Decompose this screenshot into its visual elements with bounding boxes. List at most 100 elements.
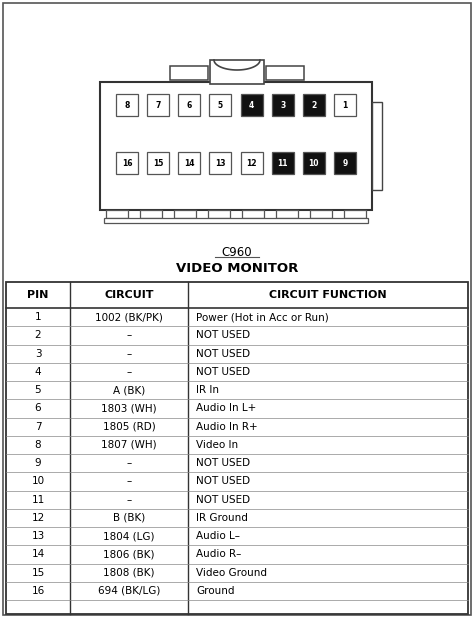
Text: –: – [127,476,132,486]
Bar [310,210,332,218]
Text: PIN: PIN [27,290,49,300]
Bar [147,94,169,116]
Text: –: – [127,349,132,358]
Bar [241,152,263,174]
Text: 15: 15 [153,158,164,167]
Bar [104,218,368,223]
Text: 6: 6 [187,101,192,109]
Text: IR In: IR In [196,385,219,395]
Text: 2: 2 [311,101,317,109]
Text: 5: 5 [35,385,41,395]
Text: VIDEO MONITOR: VIDEO MONITOR [176,261,298,274]
Text: 7: 7 [35,421,41,431]
Bar [276,210,298,218]
Text: Audio In L+: Audio In L+ [196,404,256,413]
Text: Video Ground: Video Ground [196,567,267,578]
Text: 1: 1 [342,101,347,109]
Text: Audio In R+: Audio In R+ [196,421,258,431]
Text: 9: 9 [342,158,347,167]
Text: 1804 (LG): 1804 (LG) [103,531,155,541]
Text: 10: 10 [309,158,319,167]
Text: B (BK): B (BK) [113,513,145,523]
Text: 6: 6 [35,404,41,413]
Text: 5: 5 [218,101,223,109]
Text: NOT USED: NOT USED [196,367,250,377]
Bar [6,282,468,614]
Text: A (BK): A (BK) [113,385,145,395]
Text: Audio R–: Audio R– [196,549,241,559]
Bar [272,152,294,174]
Text: Audio L–: Audio L– [196,531,240,541]
Text: 8: 8 [124,101,130,109]
Bar [170,66,208,80]
Bar [334,152,356,174]
Text: Ground: Ground [196,586,235,596]
Bar [147,152,169,174]
Bar [242,210,264,218]
Bar [116,94,138,116]
Text: 11: 11 [277,158,288,167]
Bar [208,210,230,218]
Bar [210,94,231,116]
Text: 3: 3 [280,101,285,109]
Bar [210,152,231,174]
Text: 16: 16 [122,158,132,167]
Text: –: – [127,331,132,341]
Bar [303,152,325,174]
Text: 1807 (WH): 1807 (WH) [101,440,157,450]
Text: 1808 (BK): 1808 (BK) [103,567,155,578]
Text: NOT USED: NOT USED [196,331,250,341]
Bar [266,66,304,80]
Text: CIRCUIT: CIRCUIT [104,290,154,300]
Text: C960: C960 [222,245,252,258]
Text: 16: 16 [31,586,45,596]
Text: 1805 (RD): 1805 (RD) [103,421,155,431]
Bar [100,82,372,210]
Text: 1002 (BK/PK): 1002 (BK/PK) [95,312,163,322]
Bar [174,210,196,218]
Bar [372,102,382,190]
Text: 1806 (BK): 1806 (BK) [103,549,155,559]
Text: NOT USED: NOT USED [196,458,250,468]
Text: 8: 8 [35,440,41,450]
Bar [334,94,356,116]
Text: 13: 13 [215,158,226,167]
Bar [241,94,263,116]
Bar [178,94,201,116]
Bar [210,60,264,84]
Text: 14: 14 [31,549,45,559]
Text: 3: 3 [35,349,41,358]
Text: 14: 14 [184,158,194,167]
Text: 12: 12 [31,513,45,523]
Bar [272,94,294,116]
Text: –: – [127,367,132,377]
Text: 1803 (WH): 1803 (WH) [101,404,157,413]
Text: 2: 2 [35,331,41,341]
Text: 15: 15 [31,567,45,578]
Text: NOT USED: NOT USED [196,494,250,505]
Text: 4: 4 [35,367,41,377]
Text: IR Ground: IR Ground [196,513,248,523]
Text: 9: 9 [35,458,41,468]
Text: 7: 7 [155,101,161,109]
Text: 13: 13 [31,531,45,541]
Text: 694 (BK/LG): 694 (BK/LG) [98,586,160,596]
Text: 1: 1 [35,312,41,322]
Text: Video In: Video In [196,440,238,450]
Text: NOT USED: NOT USED [196,349,250,358]
Text: 11: 11 [31,494,45,505]
Bar [303,94,325,116]
Bar [178,152,201,174]
Text: CIRCUIT FUNCTION: CIRCUIT FUNCTION [269,290,387,300]
Text: –: – [127,458,132,468]
Text: NOT USED: NOT USED [196,476,250,486]
Text: Power (Hot in Acc or Run): Power (Hot in Acc or Run) [196,312,329,322]
Bar [140,210,162,218]
Bar [106,210,128,218]
Text: 4: 4 [249,101,254,109]
Bar [344,210,366,218]
Text: 12: 12 [246,158,257,167]
Text: 10: 10 [31,476,45,486]
Text: –: – [127,494,132,505]
Bar [116,152,138,174]
